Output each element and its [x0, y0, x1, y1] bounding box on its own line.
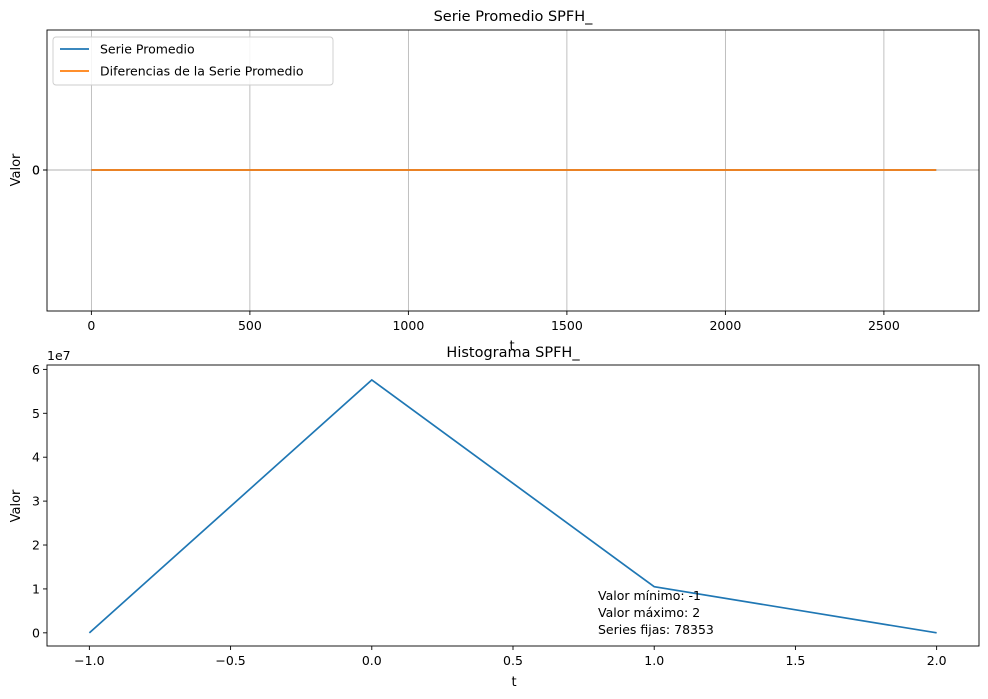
x-tick-label: −0.5 [215, 653, 245, 668]
x-axis-label: t [509, 339, 514, 354]
y-tick-label: 0 [32, 163, 40, 178]
y-scale-offset-label: 1e7 [47, 348, 71, 363]
y-axis-label: Valor [9, 489, 24, 522]
annotation-text: Series fijas: 78353 [598, 622, 714, 637]
x-tick-label: −1.0 [74, 653, 104, 668]
y-tick-label: 2 [32, 538, 40, 553]
x-tick-label: 0.5 [503, 653, 523, 668]
x-axis-label: t [511, 675, 516, 690]
legend-box [52, 36, 334, 86]
y-tick-label: 5 [32, 406, 40, 421]
y-tick-label: 0 [32, 625, 40, 640]
x-tick-label: 1.5 [785, 653, 805, 668]
x-tick-label: 0.0 [362, 653, 382, 668]
x-tick-label: 2500 [868, 318, 900, 333]
y-axis-label: Valor [9, 153, 24, 186]
x-tick-label: 500 [238, 318, 262, 333]
annotation-text: Valor mínimo: -1 [598, 588, 701, 603]
y-tick-label: 1 [32, 581, 40, 596]
x-tick-label: 2.0 [927, 653, 947, 668]
legend-entry: Serie Promedio [100, 42, 195, 57]
annotation-text: Valor máximo: 2 [598, 605, 700, 620]
x-tick-label: 0 [87, 318, 95, 333]
chart-title: Serie Promedio SPFH_ [434, 9, 594, 25]
plot-frame-top [46, 29, 980, 312]
y-tick-label: 4 [32, 450, 40, 465]
legend: Serie Promedio Diferencias de la Serie Pr… [52, 36, 334, 86]
chart-title: Histograma SPFH_ [446, 345, 580, 361]
x-tick-label: 2000 [709, 318, 741, 333]
x-tick-label: 1000 [392, 318, 424, 333]
series-line-histograma [88, 378, 937, 634]
legend-entry: Diferencias de la Serie Promedio [100, 64, 304, 79]
y-tick-label: 0 [32, 163, 40, 178]
x-tick-label: 1.0 [644, 653, 664, 668]
y-tick-label: 3 [32, 494, 40, 509]
y-tick-label: 6 [32, 362, 40, 377]
x-tick-label: 1500 [551, 318, 583, 333]
plot-frame-bottom [46, 364, 980, 647]
